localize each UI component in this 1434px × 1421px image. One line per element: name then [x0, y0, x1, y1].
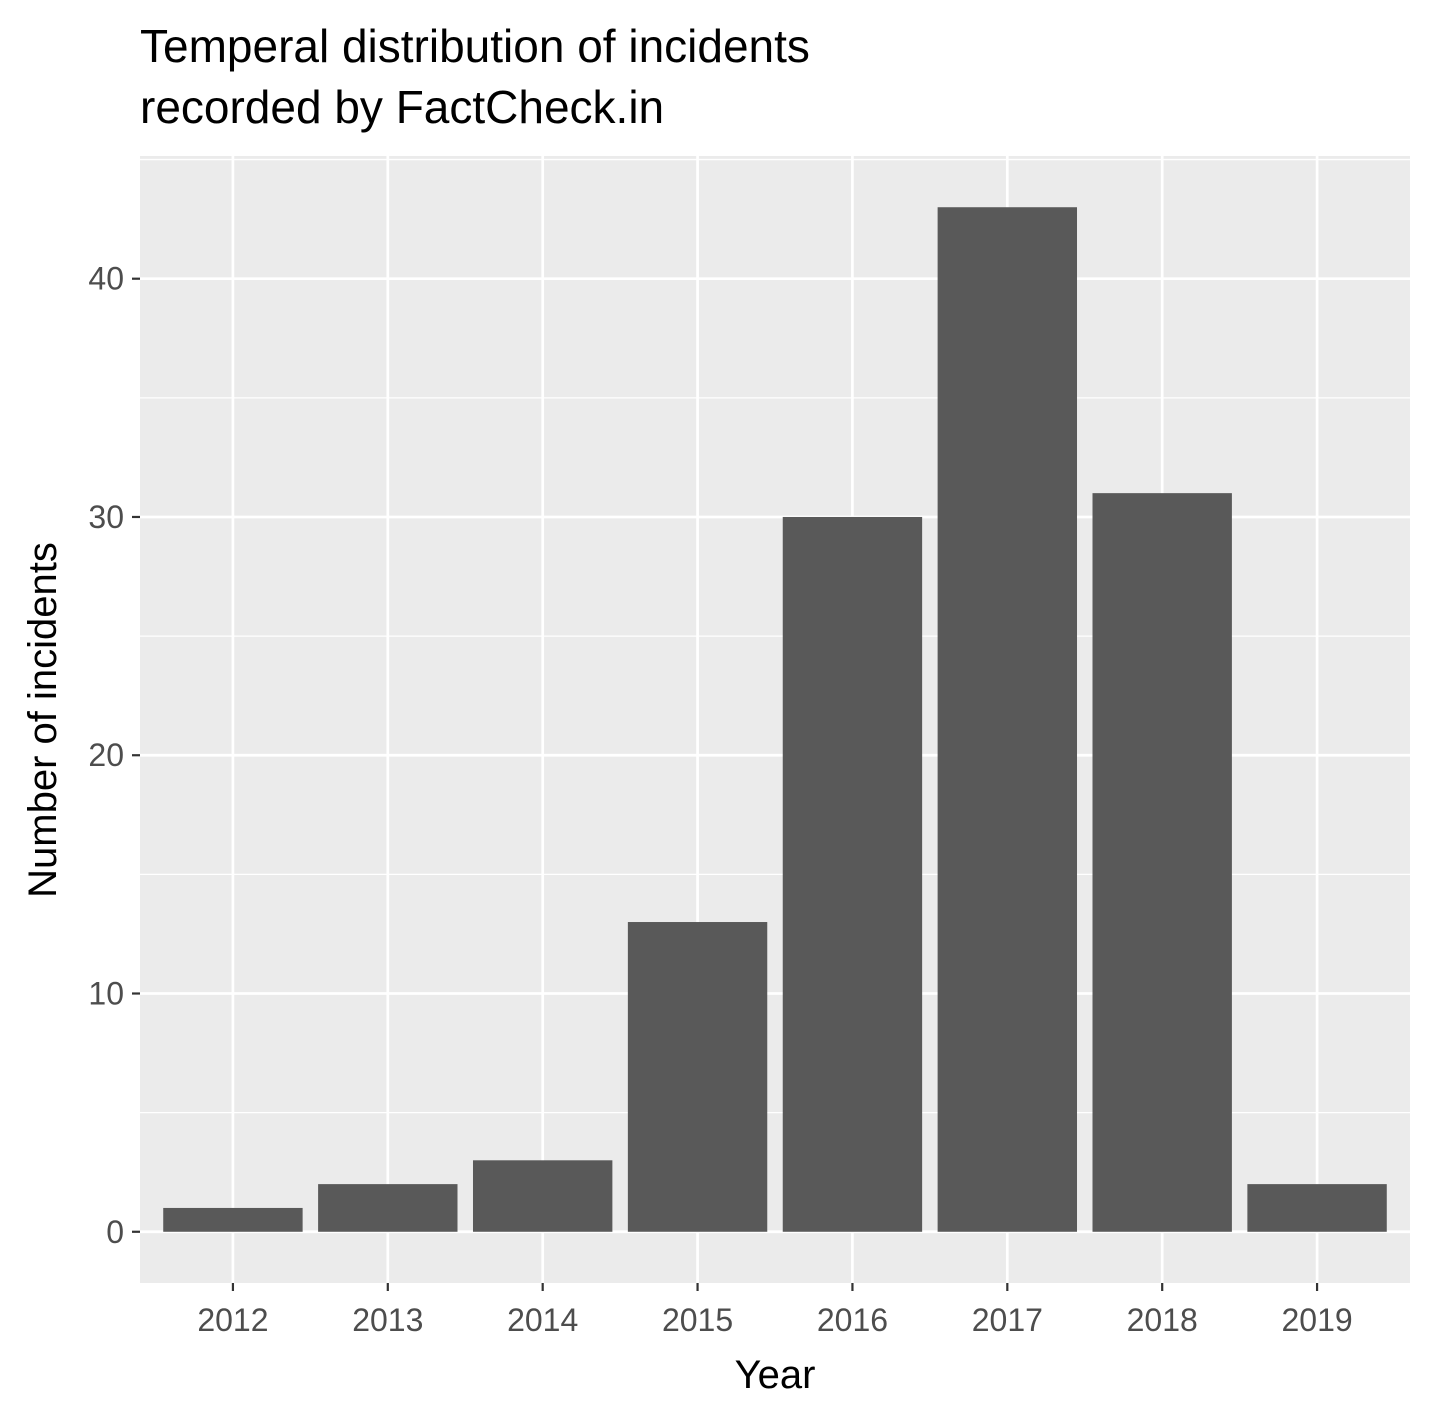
bar-2013: [318, 1184, 458, 1232]
y-tick-label: 10: [88, 976, 124, 1012]
chart-title: Temperal distribution of incidents recor…: [140, 20, 810, 133]
bar-2019: [1247, 1184, 1387, 1232]
y-tick-label: 0: [106, 1214, 124, 1250]
y-tick-label: 30: [88, 499, 124, 535]
y-tick-label: 20: [88, 737, 124, 773]
chart-title-line-2: recorded by FactCheck.in: [140, 81, 664, 133]
bar-2016: [782, 516, 923, 1232]
bar-2015: [627, 922, 768, 1232]
x-tick-label: 2012: [197, 1302, 268, 1338]
x-tick-label: 2015: [662, 1302, 733, 1338]
x-tick-label: 2014: [507, 1302, 578, 1338]
chart-title-line-1: Temperal distribution of incidents: [140, 20, 810, 72]
x-tick-label: 2017: [972, 1302, 1043, 1338]
x-tick-label: 2013: [352, 1302, 423, 1338]
bar-2014: [472, 1160, 613, 1232]
y-axis: 0 10 20 30 40: [88, 261, 140, 1250]
y-tick-label: 40: [88, 261, 124, 297]
x-tick-label: 2019: [1281, 1302, 1352, 1338]
bars: [163, 207, 1387, 1232]
x-tick-label: 2016: [817, 1302, 888, 1338]
y-axis-title: Number of incidents: [21, 542, 65, 898]
bar-2018: [1092, 493, 1232, 1232]
x-tick-label: 2018: [1127, 1302, 1198, 1338]
bar-2017: [937, 207, 1078, 1232]
bar-2012: [163, 1207, 303, 1232]
x-axis-title: Year: [735, 1353, 816, 1397]
x-axis: 2012 2013 2014 2015 2016 2017 2018 2019: [197, 1283, 1353, 1338]
